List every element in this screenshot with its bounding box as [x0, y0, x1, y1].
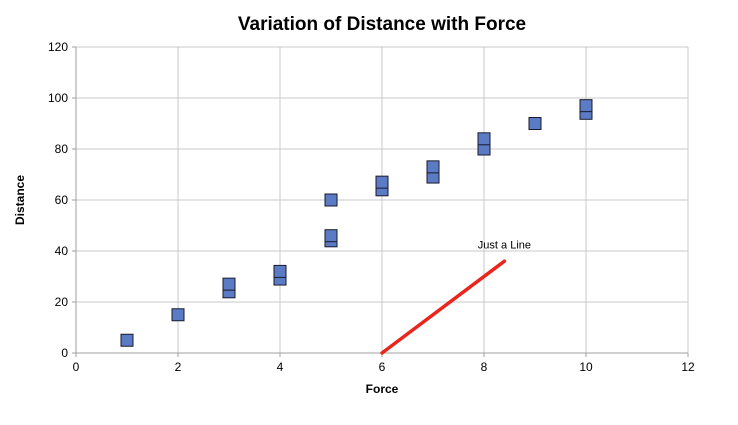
data-point [273, 264, 287, 278]
x-tick-label: 2 [175, 360, 182, 374]
axes [72, 46, 689, 357]
x-tick-label: 12 [681, 360, 695, 374]
x-tick-label: 4 [277, 360, 284, 374]
data-point [477, 132, 491, 146]
data-point [579, 99, 593, 113]
grid-lines [75, 46, 689, 354]
data-point [426, 160, 440, 174]
annotation-label: Just a Line [478, 239, 531, 251]
x-tick-label: 10 [579, 360, 593, 374]
data-point [222, 277, 236, 291]
y-tick-labels: 0 20 40 60 80 100 120 [48, 40, 68, 360]
trend-line [380, 259, 507, 355]
x-axis-label: Force [366, 382, 399, 396]
y-tick-label: 40 [55, 244, 69, 258]
data-point [375, 175, 389, 189]
data-point [324, 193, 338, 207]
data-point [120, 333, 134, 347]
x-tick-label: 0 [73, 360, 80, 374]
annotations: Just a Line [478, 239, 531, 251]
y-axis-label: Distance [13, 175, 27, 225]
x-tick-label: 6 [379, 360, 386, 374]
y-tick-label: 80 [55, 142, 69, 156]
chart-title: Variation of Distance with Force [238, 14, 526, 35]
x-tick-labels: 0 2 4 6 8 10 12 [73, 360, 695, 374]
y-tick-label: 120 [48, 40, 68, 54]
data-series [120, 99, 593, 355]
x-tick-label: 8 [481, 360, 488, 374]
y-tick-label: 60 [55, 193, 69, 207]
y-tick-label: 20 [55, 295, 69, 309]
data-point [171, 308, 185, 322]
y-tick-label: 0 [61, 346, 68, 360]
y-tick-label: 100 [48, 91, 68, 105]
data-point [324, 229, 338, 243]
data-point [528, 117, 542, 130]
